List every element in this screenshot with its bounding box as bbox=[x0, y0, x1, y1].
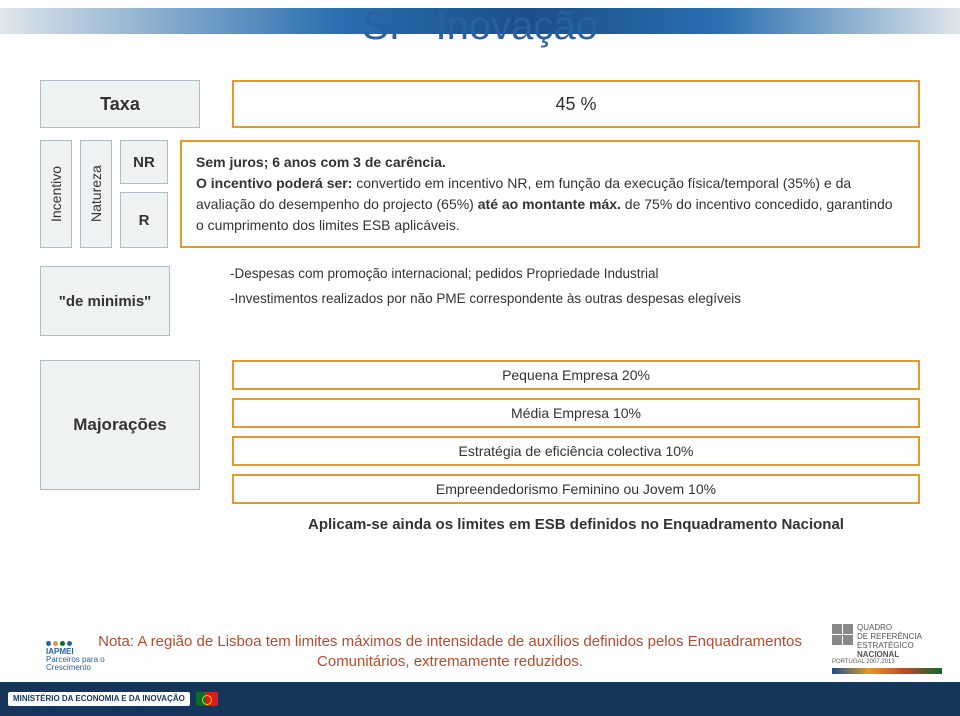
qren-l4: NACIONAL bbox=[857, 650, 899, 659]
qren-l2: DE REFERÊNCIA bbox=[857, 632, 922, 641]
incentivo-description: Sem juros; 6 anos com 3 de carência. O i… bbox=[180, 140, 920, 248]
minimis-item: -Investimentos realizados por não PME co… bbox=[230, 291, 920, 306]
content-area: Taxa 45 % Incentivo Natureza NR R Sem ju… bbox=[40, 80, 920, 537]
qren-l5: PORTUGAL 2007.2013 bbox=[832, 659, 942, 666]
taxa-row: Taxa 45 % bbox=[40, 80, 920, 128]
page-title: SI - Inovação bbox=[0, 0, 960, 49]
qren-l1: QUADRO bbox=[857, 623, 892, 632]
ministry-badge: MINISTÉRIO DA ECONOMIA E DA INOVAÇÃO bbox=[8, 692, 190, 706]
majoracoes-box: Pequena Empresa 20% bbox=[232, 360, 920, 390]
iapmei-logo: IAPMEI Parceiros para o Crescimento bbox=[46, 641, 116, 672]
desc-line2a: O incentivo poderá ser: bbox=[196, 175, 352, 191]
majoracoes-box: Estratégia de eficiência colectiva 10% bbox=[232, 436, 920, 466]
minimis-row: "de minimis" -Despesas com promoção inte… bbox=[40, 266, 920, 336]
nota-text: Nota: A região de Lisboa tem limites máx… bbox=[60, 632, 840, 673]
majoracoes-box: Média Empresa 10% bbox=[232, 398, 920, 428]
majoracoes-column: Pequena Empresa 20% Média Empresa 10% Es… bbox=[232, 360, 920, 537]
qren-logo: QUADRO DE REFERÊNCIA ESTRATÉGICO NACIONA… bbox=[832, 624, 942, 674]
natureza-label: Natureza bbox=[80, 140, 112, 248]
majoracoes-box: Empreendedorismo Feminino ou Jovem 10% bbox=[232, 474, 920, 504]
incentivo-row: Incentivo Natureza NR R Sem juros; 6 ano… bbox=[40, 140, 920, 248]
desc-line1: Sem juros; 6 anos com 3 de carência. bbox=[196, 154, 446, 170]
majoracoes-label: Majorações bbox=[40, 360, 200, 490]
flag-icon bbox=[196, 692, 218, 706]
qren-l3: ESTRATÉGICO bbox=[857, 641, 914, 650]
iapmei-sub: Parceiros para o Crescimento bbox=[46, 655, 105, 672]
nr-column: NR R bbox=[120, 140, 168, 248]
minimis-item: -Despesas com promoção internacional; pe… bbox=[230, 266, 920, 281]
r-box: R bbox=[120, 192, 168, 248]
desc-line2c: até ao montante máx. bbox=[478, 196, 621, 212]
incentivo-label: Incentivo bbox=[40, 140, 72, 248]
majoracoes-row: Majorações Pequena Empresa 20% Média Emp… bbox=[40, 360, 920, 537]
footer-bar: MINISTÉRIO DA ECONOMIA E DA INOVAÇÃO bbox=[0, 682, 960, 716]
taxa-label: Taxa bbox=[40, 80, 200, 128]
nr-box: NR bbox=[120, 140, 168, 184]
majoracoes-aplica: Aplicam-se ainda os limites em ESB defin… bbox=[232, 512, 920, 537]
taxa-value: 45 % bbox=[232, 80, 920, 128]
minimis-label: "de minimis" bbox=[40, 266, 170, 336]
minimis-items: -Despesas com promoção internacional; pe… bbox=[230, 266, 920, 336]
